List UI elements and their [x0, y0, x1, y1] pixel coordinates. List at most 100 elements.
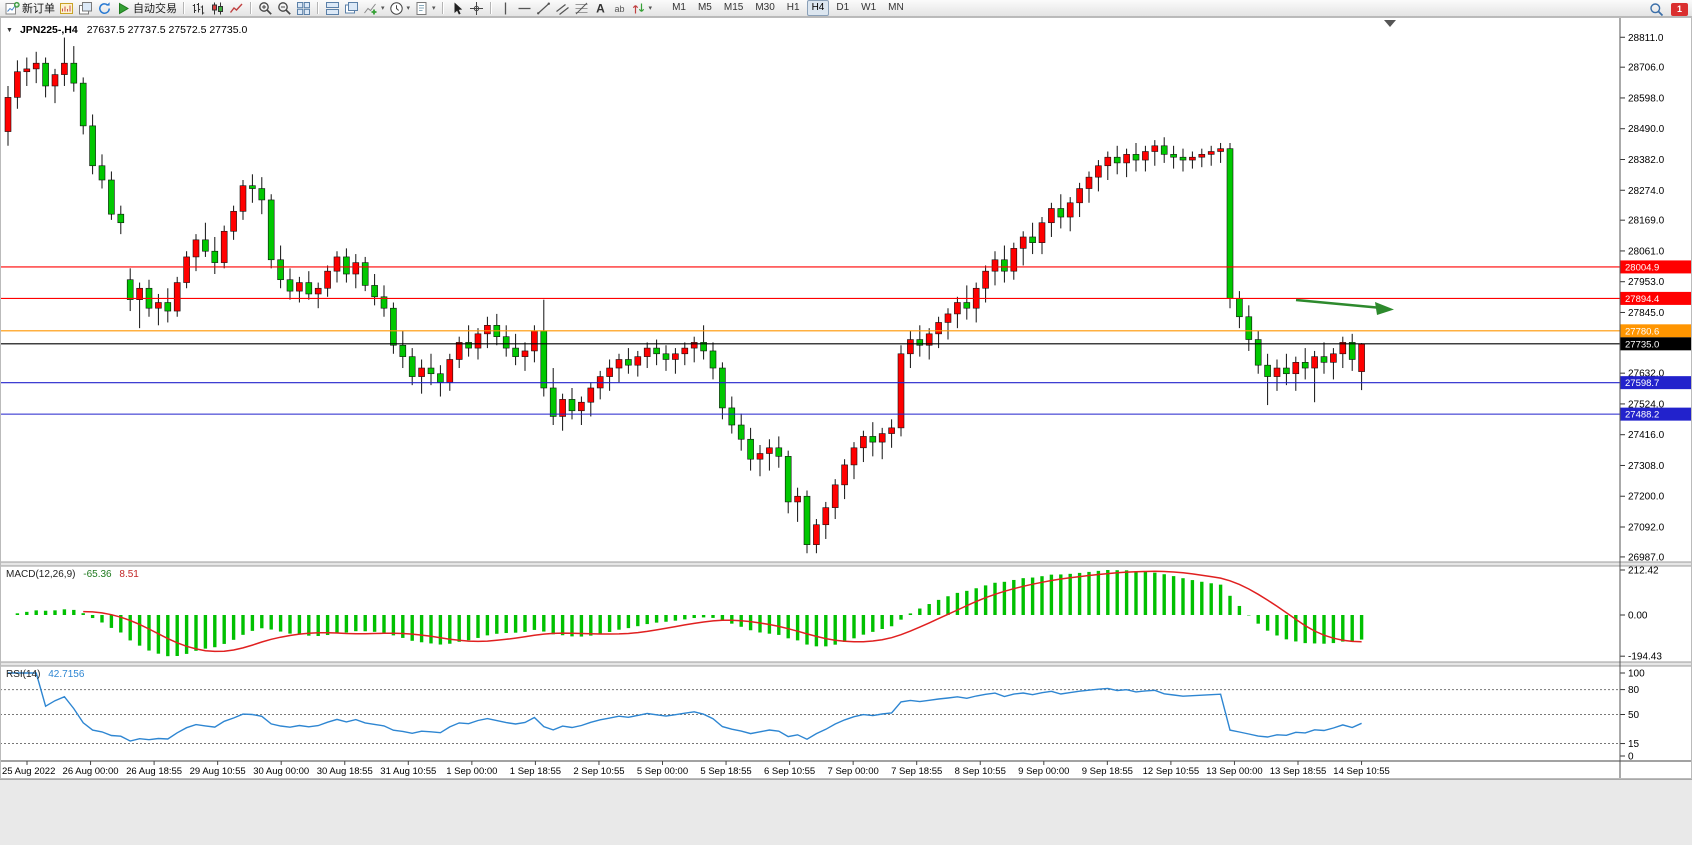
new-chart-button[interactable]: [57, 0, 76, 16]
hline-icon: [517, 1, 532, 16]
panel-separator[interactable]: [0, 662, 1692, 666]
chart-shift-marker[interactable]: [1384, 20, 1396, 27]
toolbar-separator: [441, 2, 444, 14]
text-icon: A: [593, 1, 608, 16]
text-button[interactable]: A: [591, 0, 610, 16]
panel-separator[interactable]: [0, 562, 1692, 566]
bull-candle: [14, 71, 21, 98]
bull-candle: [474, 333, 482, 349]
periods-button[interactable]: ▾: [387, 0, 413, 16]
arrow-object-head[interactable]: [1375, 302, 1394, 315]
timeframe-m1-button[interactable]: M1: [672, 2, 686, 13]
arrow-object-line[interactable]: [1295, 298, 1383, 310]
bull-candle: [954, 302, 961, 315]
channel-button[interactable]: [553, 0, 572, 16]
price-tick-label: 27092.0: [1628, 523, 1665, 534]
time-axis[interactable]: [0, 761, 1692, 779]
autotrading-button-label: 自动交易: [133, 3, 177, 15]
bull-candle: [1038, 222, 1046, 243]
bear-candle: [1226, 148, 1234, 299]
price-tick-label: 27845.0: [1628, 308, 1665, 319]
add-indicator-button[interactable]: ▾: [361, 0, 387, 16]
notification-badge[interactable]: 1: [1671, 2, 1688, 16]
rsi-axis-label: 0: [1628, 752, 1634, 763]
price-tick-label: 28169.0: [1628, 216, 1665, 227]
timeframe-m15-button[interactable]: M15: [723, 2, 744, 13]
timeframe-m5-button[interactable]: M5: [697, 2, 712, 13]
timeframe-mn-button[interactable]: MN: [888, 2, 904, 13]
zoom-in-icon: [258, 1, 273, 16]
timeframe-m30-button[interactable]: M30: [755, 2, 775, 13]
timeframe-h1-button[interactable]: H1: [786, 2, 800, 13]
cursor-button[interactable]: [448, 0, 467, 16]
autotrading-button[interactable]: 自动交易: [114, 0, 179, 16]
zoom-out-button[interactable]: [275, 0, 294, 16]
bull-candle: [1273, 367, 1281, 377]
text-label-button[interactable]: ab: [610, 0, 629, 16]
bear-candle: [267, 199, 275, 261]
chart-background: [0, 17, 1692, 779]
timeframe-d1-button[interactable]: D1: [836, 2, 850, 13]
rsi-axis-label: 80: [1628, 685, 1640, 696]
template-icon: [414, 1, 429, 16]
line-chart-button[interactable]: [227, 0, 246, 16]
price-chip-label: 28004.9: [1625, 262, 1659, 273]
profiles-button[interactable]: [76, 0, 95, 16]
chart-window[interactable]: 212.42 0.00 -194.43 100 80 50 15 0 28811.0 28706.…: [0, 17, 1692, 780]
tile-windows-button[interactable]: [294, 0, 313, 16]
time-label: 25 Aug 2022: [2, 766, 55, 777]
bull-candle: [220, 230, 228, 263]
chart-canvas[interactable]: 212.42 0.00 -194.43 100 80 50 15 0 28811.0 28706.…: [0, 17, 1692, 780]
bull-candle: [1010, 248, 1018, 272]
time-label: 8 Sep 10:55: [955, 766, 1006, 777]
time-label: 6 Sep 10:55: [764, 766, 815, 777]
cascade-windows-button[interactable]: [342, 0, 361, 16]
time-label: 29 Aug 10:55: [190, 766, 246, 777]
bull-candle: [907, 339, 914, 355]
chart-legend: ▼ JPN225-,H4 27637.5 27737.5 27572.5 277…: [6, 24, 247, 36]
toolbar-separator: [183, 2, 185, 14]
bull-candle: [521, 350, 529, 357]
time-label: 26 Aug 18:55: [126, 766, 182, 777]
templates-button[interactable]: ▾: [412, 0, 438, 16]
horizontal-line-button[interactable]: [515, 0, 534, 16]
ohlc-values: 27637.5 27737.5 27572.5 27735.0: [86, 24, 248, 36]
bull-candle: [239, 185, 247, 212]
bull-candle: [1019, 236, 1027, 249]
rsi-value: 42.7156: [48, 669, 85, 680]
bear-candle: [117, 213, 125, 224]
vertical-line-button[interactable]: [496, 0, 515, 16]
arrows-button[interactable]: ▾: [629, 0, 655, 16]
bear-candle: [728, 407, 736, 426]
bull-candle: [643, 347, 651, 357]
bull-candle: [352, 262, 360, 275]
bear-candle: [540, 330, 548, 389]
bull-candle: [822, 507, 830, 526]
search-button[interactable]: [1647, 1, 1666, 17]
fibonacci-button[interactable]: [572, 0, 591, 16]
arrange-windows-button[interactable]: [323, 0, 342, 16]
one-click-trading-collapse-icon[interactable]: ▼: [6, 26, 13, 34]
bull-candle: [794, 495, 801, 503]
refresh-button[interactable]: [95, 0, 114, 16]
bear-candle: [211, 250, 219, 263]
bull-candle: [991, 259, 999, 272]
timeframe-w1-button[interactable]: W1: [861, 2, 877, 13]
timeframe-h4-button[interactable]: H4: [806, 0, 830, 16]
bar-chart-button[interactable]: [189, 0, 208, 16]
bull-candle: [587, 387, 595, 403]
candlestick-chart-button[interactable]: [208, 0, 227, 16]
bull-candle: [51, 74, 59, 87]
bear-candle: [1160, 145, 1168, 155]
trendline-button[interactable]: [534, 0, 553, 16]
new-order-button[interactable]: 新订单: [3, 0, 57, 16]
zoom-in-button[interactable]: [256, 0, 275, 16]
crosshair-icon: [469, 1, 484, 16]
time-label: 1 Sep 00:00: [446, 766, 497, 777]
bull-candle: [925, 333, 933, 346]
time-label: 7 Sep 00:00: [828, 766, 879, 777]
bull-candle: [634, 356, 642, 366]
crosshair-button[interactable]: [467, 0, 486, 16]
bear-candle: [1348, 342, 1356, 360]
